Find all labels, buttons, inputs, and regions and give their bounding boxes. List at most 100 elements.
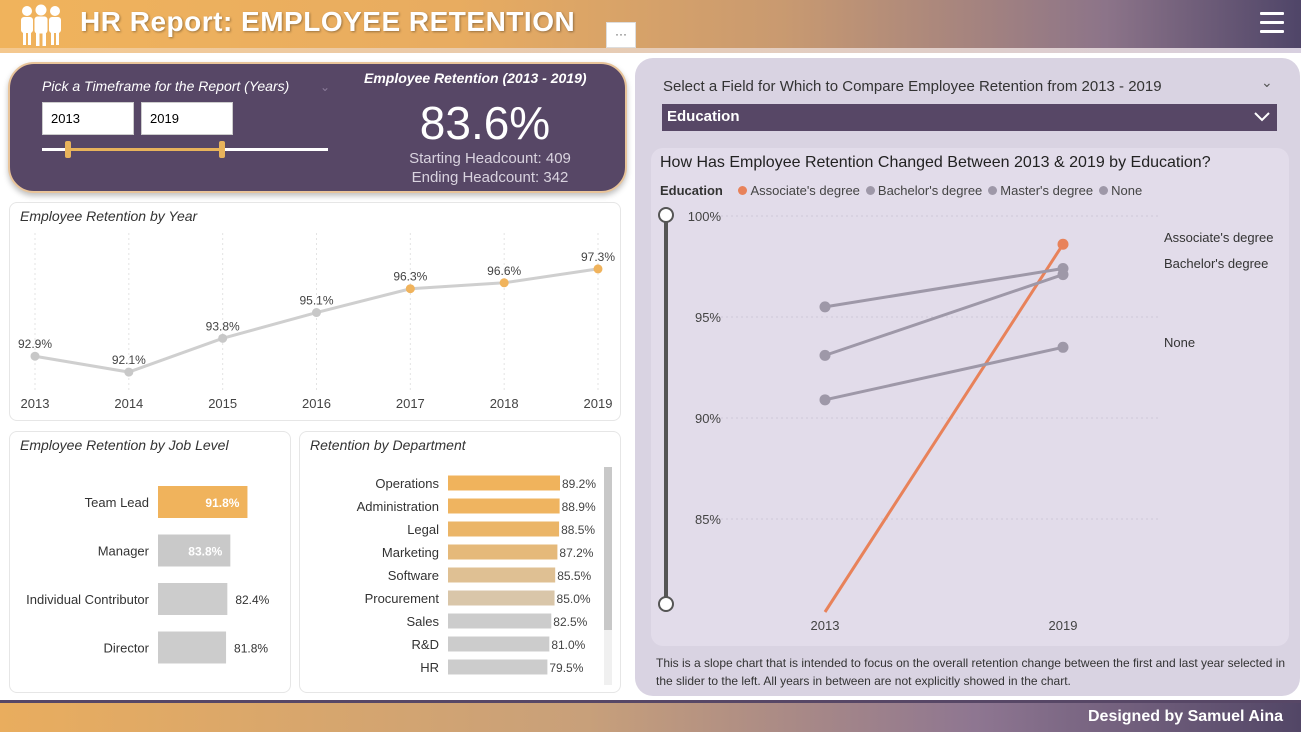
department-scrollbar[interactable] <box>604 467 612 685</box>
slope-line <box>824 267 1064 309</box>
data-label: 96.6% <box>487 264 521 278</box>
retention-by-department-panel: Retention by Department Operations 89.2% A… <box>299 431 621 693</box>
x-tick-label: 2018 <box>490 396 519 411</box>
value-label: 81.0% <box>551 638 585 652</box>
category-label: Procurement <box>365 591 440 606</box>
data-label: 96.3% <box>393 270 427 284</box>
category-label: Director <box>103 641 149 656</box>
series-end-label: Bachelor's degree <box>1164 256 1268 271</box>
x-tick-label: 2019 <box>584 396 613 411</box>
data-label: 92.1% <box>112 353 146 367</box>
legend-dot <box>865 186 875 195</box>
value-label: 89.2% <box>562 477 596 491</box>
x-tick-label: 2016 <box>302 396 331 411</box>
data-point <box>30 351 40 361</box>
bar <box>448 475 560 491</box>
value-label: 82.5% <box>553 615 587 629</box>
timeframe-label: Pick a Timeframe for the Report (Years) <box>42 78 290 94</box>
bar <box>158 583 228 615</box>
legend-dot <box>1099 186 1109 195</box>
selected-field-value: Education <box>667 108 740 125</box>
bar <box>158 534 231 567</box>
value-label: 85.0% <box>557 592 591 606</box>
chevron-down-icon <box>1254 112 1270 122</box>
end-point <box>1057 238 1069 250</box>
value-label: 79.5% <box>549 661 583 675</box>
x-tick-label: 2013 <box>21 396 50 411</box>
slope-chart: 100% 95% 90% 85% Associate's degree Bachelor'… <box>658 207 1273 633</box>
data-point <box>218 333 228 343</box>
bar <box>158 631 227 664</box>
legend-item[interactable]: None <box>1111 183 1143 198</box>
people-icon <box>21 4 61 46</box>
retention-by-year-chart: 92.9% 2013 92.1% 2014 93.8% 2015 95.1% 2016 96.3… <box>18 233 615 411</box>
value-label: 85.5% <box>557 569 591 583</box>
y-tick-label: 100% <box>688 209 722 224</box>
slope-chart-note: This is a slope chart that is intended t… <box>656 656 1286 688</box>
category-label: Marketing <box>382 545 439 560</box>
category-label: Individual Contributor <box>26 592 150 607</box>
end-point <box>1057 341 1069 353</box>
slider-start-handle[interactable] <box>65 141 71 158</box>
data-label: 97.3% <box>581 250 615 264</box>
data-point <box>312 308 321 318</box>
job-level-title: Employee Retention by Job Level <box>20 437 229 453</box>
slope-line <box>824 273 1064 357</box>
data-point <box>593 264 603 274</box>
x-tick-label: 2015 <box>208 396 237 411</box>
data-label: 92.9% <box>18 337 52 351</box>
year-range-slider[interactable] <box>42 148 328 151</box>
x-tick-label: 2017 <box>396 396 425 411</box>
legend-item[interactable]: Associate's degree <box>750 183 860 198</box>
slider-end-handle[interactable] <box>219 141 225 158</box>
value-label: 88.9% <box>562 500 596 514</box>
compare-field-label: Select a Field for Which to Compare Empl… <box>663 78 1162 95</box>
footer-line <box>0 700 1301 703</box>
scrollbar-thumb[interactable] <box>604 467 612 630</box>
bar <box>158 486 248 518</box>
value-label: 83.8% <box>188 545 222 559</box>
kpi-card: Pick a Timeframe for the Report (Years) … <box>8 62 627 193</box>
retention-by-year-title: Employee Retention by Year <box>20 208 198 224</box>
legend-item[interactable]: Master's degree <box>1000 183 1094 198</box>
category-label: Operations <box>375 476 439 491</box>
chevron-down-icon[interactable]: ⌄ <box>320 80 331 94</box>
slope-line <box>823 243 1065 613</box>
bar <box>448 590 555 606</box>
bar <box>448 521 560 537</box>
data-label: 93.8% <box>206 319 240 333</box>
bar <box>448 544 558 560</box>
y-tick-label: 95% <box>695 310 721 325</box>
job-level-chart: Team Lead 91.8% Manager 83.8% Individual Con… <box>26 486 270 664</box>
department-chart: Operations 89.2% Administration 88.9% Legal 8… <box>357 475 596 675</box>
end-point <box>1057 269 1069 281</box>
report-footer: Designed by Samuel Aina <box>0 703 1301 732</box>
more-options-button[interactable]: ··· <box>606 22 636 48</box>
designer-credit: Designed by Samuel Aina <box>1087 708 1283 725</box>
legend-item[interactable]: Bachelor's degree <box>877 183 983 198</box>
slope-chart-legend: Education Associate's degree Bachelor's d… <box>660 183 1142 198</box>
retention-by-year-panel: Employee Retention by Year 92.9% 2013 92.1… <box>9 202 621 421</box>
start-point <box>819 394 831 406</box>
legend-title: Education <box>660 183 723 198</box>
data-point <box>499 278 509 288</box>
slider-top-handle <box>658 207 674 223</box>
starting-headcount: Starting Headcount: 409 <box>409 150 571 167</box>
category-label: Software <box>388 568 439 583</box>
chevron-down-icon[interactable]: ⌄ <box>1261 74 1273 90</box>
field-select-dropdown[interactable]: Education <box>662 104 1277 131</box>
report-title: HR Report: EMPLOYEE RETENTION <box>80 6 576 37</box>
data-point <box>124 367 134 377</box>
bar <box>448 567 556 583</box>
slope-chart-title: How Has Employee Retention Changed Betwe… <box>660 154 1211 171</box>
ending-headcount: Ending Headcount: 342 <box>411 169 569 186</box>
end-year-input[interactable]: 2019 <box>141 102 233 135</box>
retention-title: Employee Retention (2013 - 2019) <box>364 70 587 86</box>
start-point <box>819 301 831 313</box>
category-label: Administration <box>357 499 439 514</box>
y-tick-label: 85% <box>695 512 721 527</box>
start-year-input[interactable]: 2013 <box>42 102 134 135</box>
start-point <box>819 349 831 361</box>
hamburger-menu-icon[interactable] <box>1260 12 1284 36</box>
series-end-label: None <box>1164 335 1195 350</box>
